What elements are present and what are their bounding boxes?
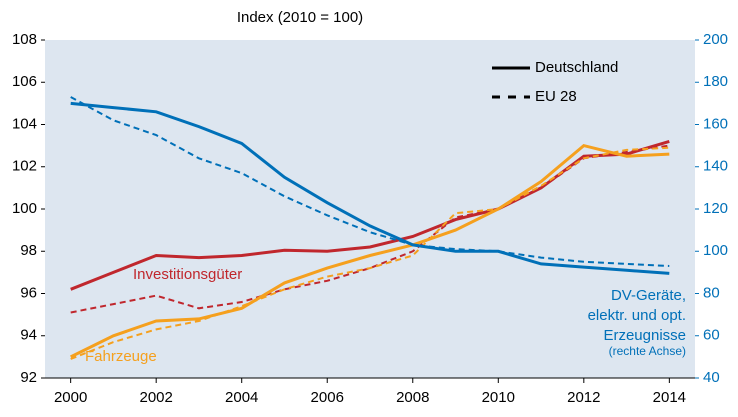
y2-tick-label: 100 [703,242,728,259]
y-tick-label: 104 [12,115,37,132]
axis-title: Index (2010 = 100) [237,9,363,26]
legend-label: Deutschland [535,59,618,76]
series-line [70,143,670,359]
y-tick-label: 106 [12,73,37,90]
y-tick-label: 98 [20,242,37,259]
series-label: Fahrzeuge [85,348,157,365]
x-tick-label: 2000 [54,389,87,406]
x-tick-label: 2012 [567,389,600,406]
series-note: (rechte Achse) [609,344,686,358]
y2-tick-label: 80 [703,284,720,301]
x-tick-label: 2006 [311,389,344,406]
series-label: elektr. und opt. [588,307,686,324]
y-tick-label: 102 [12,158,37,175]
y-tick-label: 100 [12,200,37,217]
legend-label: EU 28 [535,88,577,105]
x-tick-label: 2004 [225,389,258,406]
x-tick-label: 2002 [139,389,172,406]
series-line [70,101,670,275]
y-tick-label: 96 [20,284,37,301]
y2-tick-label: 60 [703,327,720,344]
series-label: Erzeugnisse [603,327,686,344]
y2-tick-label: 40 [703,369,720,386]
y2-tick-label: 200 [703,31,728,48]
x-tick-label: 2008 [396,389,429,406]
series-line [70,96,670,267]
series-line [70,146,670,360]
y2-tick-label: 140 [703,158,728,175]
y2-tick-label: 180 [703,73,728,90]
y2-tick-label: 120 [703,200,728,217]
series-label: Investitionsgüter [133,266,242,283]
y-tick-label: 108 [12,31,37,48]
y2-tick-label: 160 [703,115,728,132]
x-tick-label: 2014 [653,389,686,406]
y-tick-label: 92 [20,369,37,386]
x-tick-label: 2010 [482,389,515,406]
y-tick-label: 94 [20,327,37,344]
series-label: DV-Geräte, [611,287,686,304]
